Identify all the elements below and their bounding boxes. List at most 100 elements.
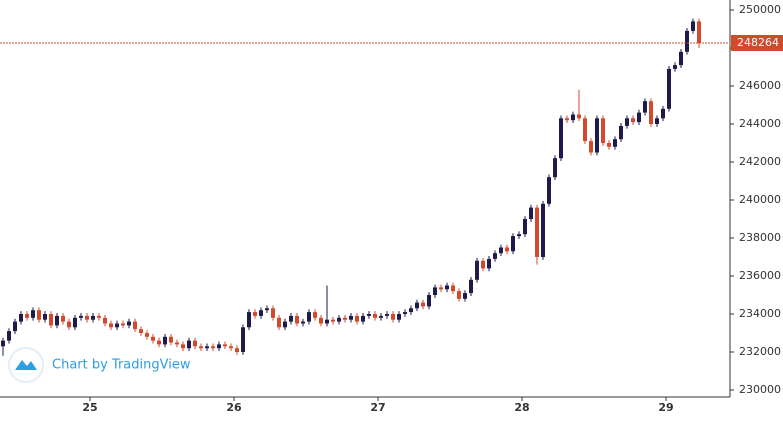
candle-body bbox=[439, 287, 443, 290]
candle-body bbox=[247, 312, 251, 328]
candle-body bbox=[637, 112, 641, 123]
candle-body bbox=[55, 315, 59, 326]
candle-body bbox=[43, 314, 47, 320]
y-tick-label: 236000 bbox=[739, 269, 781, 282]
last-price-label: 248264 bbox=[737, 36, 779, 49]
candle-body bbox=[1, 340, 5, 347]
candle-body bbox=[457, 291, 461, 299]
candle-body bbox=[211, 346, 215, 349]
candle-body bbox=[385, 314, 389, 316]
last-price-label-box bbox=[731, 34, 783, 51]
candle-body bbox=[691, 21, 695, 31]
candle-body bbox=[421, 302, 425, 307]
y-tick-label: 240000 bbox=[739, 193, 781, 206]
candle-body bbox=[265, 308, 269, 311]
candle-body bbox=[505, 247, 509, 252]
candle-body bbox=[445, 285, 449, 290]
y-tick-label: 242000 bbox=[739, 155, 781, 168]
candle-body bbox=[331, 319, 335, 322]
candle-body bbox=[613, 139, 617, 147]
candle-body bbox=[121, 323, 125, 326]
watermark-text: Chart by TradingView bbox=[52, 358, 191, 373]
candle-body bbox=[169, 336, 173, 343]
candle-body bbox=[241, 327, 245, 352]
candle-body bbox=[649, 101, 653, 124]
candle-body bbox=[619, 125, 623, 140]
candle-body bbox=[277, 317, 281, 328]
y-tick-label: 234000 bbox=[739, 307, 781, 320]
y-tick-label: 232000 bbox=[739, 345, 781, 358]
candle-body bbox=[307, 312, 311, 322]
candle-body bbox=[223, 344, 227, 347]
candle-body bbox=[433, 287, 437, 295]
candle-body bbox=[415, 302, 419, 309]
candle-body bbox=[685, 30, 689, 52]
candle-body bbox=[49, 314, 53, 326]
candle-body bbox=[271, 308, 275, 318]
candle-body bbox=[529, 207, 533, 219]
candle-body bbox=[67, 321, 71, 328]
candle-body bbox=[631, 118, 635, 123]
candle-body bbox=[361, 315, 365, 322]
candle-body bbox=[679, 51, 683, 66]
candle-body bbox=[673, 65, 677, 69]
candle-body bbox=[13, 321, 17, 332]
candle-body bbox=[559, 118, 563, 159]
candle-body bbox=[301, 321, 305, 324]
y-tick-label: 230000 bbox=[739, 383, 781, 396]
candle-body bbox=[259, 310, 263, 316]
candle-body bbox=[463, 293, 467, 299]
candle-body bbox=[391, 314, 395, 320]
candle-body bbox=[229, 346, 233, 349]
candle-body bbox=[19, 314, 23, 322]
candle-body bbox=[667, 68, 671, 109]
candle-body bbox=[487, 258, 491, 269]
candle-body bbox=[427, 295, 431, 307]
candle-body bbox=[367, 314, 371, 316]
candle-body bbox=[577, 114, 581, 119]
candle-body bbox=[607, 143, 611, 147]
candle-body bbox=[355, 315, 359, 322]
candle-body bbox=[145, 333, 149, 337]
candle-body bbox=[553, 158, 557, 178]
candle-body bbox=[325, 319, 329, 324]
y-tick-label: 238000 bbox=[739, 231, 781, 244]
candle-body bbox=[499, 247, 503, 254]
candle-body bbox=[187, 340, 191, 349]
plot bbox=[1, 18, 701, 356]
candle-body bbox=[583, 118, 587, 142]
candle-body bbox=[481, 260, 485, 269]
candle-body bbox=[151, 336, 155, 341]
candle-body bbox=[115, 323, 119, 328]
x-tick-label: 28 bbox=[514, 401, 529, 414]
candle-body bbox=[403, 312, 407, 314]
x-tick-label: 26 bbox=[226, 401, 242, 414]
candle-body bbox=[565, 118, 569, 121]
candle-body bbox=[601, 118, 605, 143]
candle-body bbox=[295, 315, 299, 324]
candle-body bbox=[625, 118, 629, 126]
candle-body bbox=[349, 315, 353, 320]
candle-body bbox=[253, 312, 257, 316]
candle-body bbox=[175, 342, 179, 345]
candle-body bbox=[127, 321, 131, 326]
watermark: Chart by TradingView bbox=[8, 347, 191, 383]
candle-body bbox=[469, 279, 473, 294]
candle-body bbox=[595, 118, 599, 153]
candle-body bbox=[523, 219, 527, 235]
candle-body bbox=[139, 329, 143, 333]
candle-body bbox=[109, 323, 113, 328]
candle-body bbox=[511, 236, 515, 252]
candle-body bbox=[571, 114, 575, 121]
candle-body bbox=[547, 177, 551, 204]
candle-body bbox=[517, 234, 521, 237]
candle-body bbox=[379, 315, 383, 318]
candle-body bbox=[79, 315, 83, 318]
x-tick-label: 25 bbox=[82, 401, 97, 414]
candle-body bbox=[7, 331, 11, 341]
candle-body bbox=[97, 315, 101, 318]
candle-body bbox=[661, 108, 665, 119]
candle-body bbox=[133, 321, 137, 330]
candle-body bbox=[103, 317, 107, 324]
